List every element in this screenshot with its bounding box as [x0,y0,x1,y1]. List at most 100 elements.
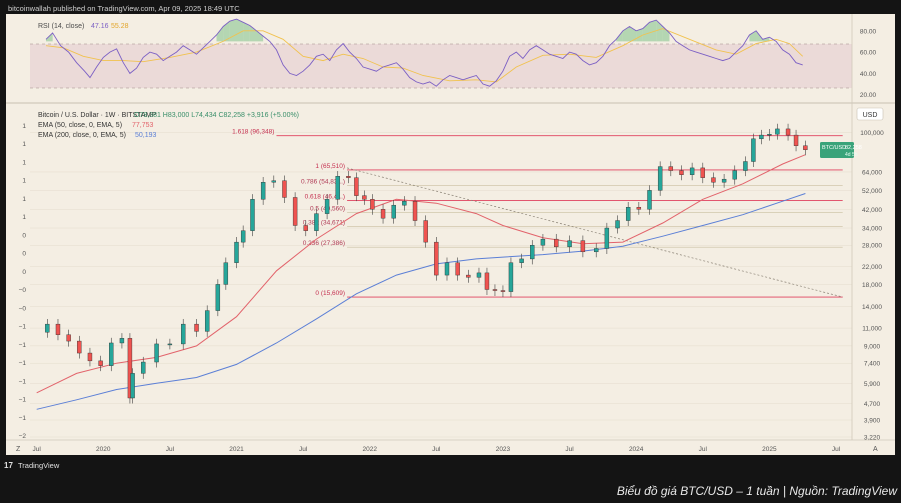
tradingview-logo[interactable]: 17 TradingView [4,461,60,470]
left-axis-tick: 1 [22,141,26,148]
candle-up [508,262,514,292]
time-axis-edge-left: Z [16,446,21,453]
ema200-value: 50,193 [135,132,157,139]
left-axis: 1 1 1 1 1 1 0 0 0 −0 −0 −1 −1 −1 −1 −1 −1 −2 [19,123,27,440]
time-axis-tick: Jul [33,446,42,453]
candle-up [335,176,340,200]
candle-up [204,310,210,332]
rsi-band [30,44,852,88]
price-axis-tick: 14,000 [862,304,882,311]
candle-down [455,262,460,276]
fib-level-label: 0.786 (54,83...) [301,179,345,186]
rsi-overbought-fill [236,19,244,42]
rsi-overbought-fill [749,30,757,42]
candle-up [324,199,330,214]
candle-up [141,361,146,374]
ohlc-readout: O78,381 H83,000 L74,434 C82,258 +3,916 (… [134,112,299,119]
candle-down [492,289,498,291]
rsi-label: RSI (14, close) [38,23,84,30]
candle-down [484,272,490,290]
candle-up [743,161,748,171]
candle-up [604,227,610,249]
publisher-line: bitcoinwallah published on TradingView.c… [8,4,240,13]
rsi-overbought-fill [256,30,264,42]
price-axis-tick: 3,220 [864,435,881,442]
candle-down [679,170,684,175]
price-axis-tick: 3,900 [864,418,881,425]
price-axis-tick: 42,000 [862,207,882,214]
candle-up [119,338,125,344]
fib-level-label: 0.382 (34,671) [303,219,345,226]
price-axis-tick: 64,000 [862,169,882,176]
candle-up [594,248,599,253]
candle-up [519,258,524,263]
price-pane: 1 (65,510) 0.786 (54,83...) 0.618 (46,4...… [30,112,852,438]
left-axis-tick: −1 [19,324,27,331]
candle-down [370,199,375,210]
rsi-overbought-fill [223,21,230,42]
candle-up [130,373,135,399]
candle-up [775,128,780,135]
candle-up [234,241,239,263]
time-axis-tick: Jul [699,446,708,453]
rsi-axis-tick: 20.00 [860,92,877,99]
candle-up [250,199,255,231]
ema50-value: 77,753 [132,122,154,129]
left-axis-tick: 1 [22,178,26,185]
candle-down [55,323,61,335]
candle-down [66,334,71,342]
rsi-axis-tick: 60.00 [860,50,877,57]
fib-level-label: 0.236 (27,386) [303,240,345,247]
candle-up [567,240,572,248]
candle-down [700,167,705,178]
fib-level-label: 1 (65,510) [315,163,345,170]
rsi-overbought-fill [649,20,657,42]
trend-line-dashed [346,167,843,298]
rsi-overbought-fill [636,28,643,42]
rsi-overbought-fill [229,19,237,42]
candle-down [668,166,674,171]
time-axis-tick: 2021 [229,446,244,453]
left-axis-tick: 1 [22,123,26,130]
candle-up [181,323,186,345]
candle-down [803,145,808,150]
ema200-label: EMA (200, close, 0, EMA, 5) [38,132,126,139]
price-axis-tick: 5,900 [864,381,881,388]
left-axis-tick: 0 [22,251,26,258]
candle-up [271,180,277,183]
candle-up [751,138,756,162]
candle-up [215,284,221,311]
time-axis-tick: 2020 [96,446,111,453]
left-axis-tick: 1 [22,214,26,221]
left-axis-tick: −1 [19,378,27,385]
price-axis-tick: 7,400 [864,361,881,368]
left-axis-tick: 1 [22,196,26,203]
candle-up [540,238,546,246]
candle-up [759,134,764,140]
candle-up [109,342,114,366]
candle-up [260,182,266,200]
left-axis-tick: 0 [22,269,26,276]
time-axis-tick: 2022 [362,446,377,453]
candle-down [354,177,359,196]
time-axis-tick: 2023 [496,446,511,453]
candle-down [636,207,642,210]
candle-down [362,195,367,200]
candle-down [380,209,386,219]
tradingview-brand: TradingView [18,461,60,470]
time-axis-tick: Jul [832,446,841,453]
time-axis: Jul 2020 Jul 2021 Jul 2022 Jul 2023 Jul 2024 Jul 20… [6,439,895,453]
left-axis-tick: −1 [19,360,27,367]
time-axis-tick: Jul [565,446,574,453]
candle-up [657,166,663,191]
candle-up [402,201,407,206]
left-axis-tick: 1 [22,159,26,166]
candle-down [793,134,799,146]
currency-badge[interactable] [856,107,884,121]
time-axis-tick: Jul [432,446,441,453]
price-axis-tick: 34,000 [862,226,882,233]
candle-down [194,323,199,332]
price-axis-tick: 100,000 [860,130,884,137]
candle-up [391,204,396,219]
